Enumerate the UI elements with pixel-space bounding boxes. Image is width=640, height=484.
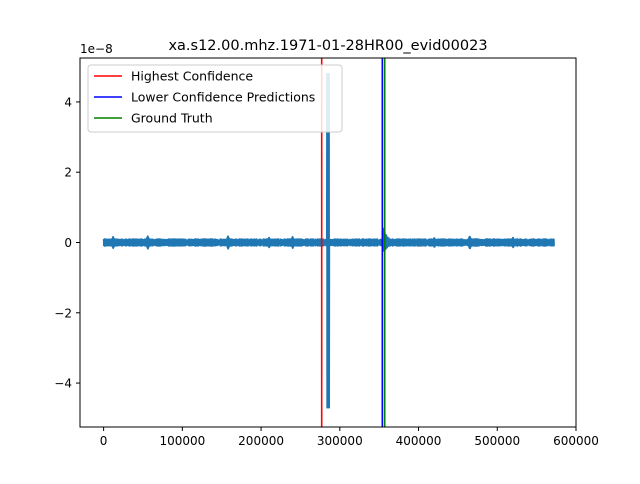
y-tick-label: 0 (64, 236, 72, 250)
x-tick-label: 600000 (553, 434, 599, 448)
x-tick-label: 400000 (396, 434, 442, 448)
y-offset-label: 1e−8 (80, 42, 113, 56)
y-tick-label: −2 (54, 306, 72, 320)
legend-box (87, 64, 343, 133)
waveform-series (102, 73, 555, 409)
legend-label: Lower Confidence Predictions (131, 90, 315, 105)
y-tick-label: −4 (54, 377, 72, 391)
x-tick-label: 200000 (238, 434, 284, 448)
waveform-line (102, 73, 555, 409)
legend-label: Ground Truth (131, 111, 213, 126)
legend: Highest Confidence Lower Confidence Predi… (87, 64, 343, 133)
x-tick-label: 500000 (474, 434, 520, 448)
x-tick-label: 300000 (317, 434, 363, 448)
y-tick-label: 4 (64, 95, 72, 109)
legend-label: Highest Confidence (131, 69, 253, 84)
x-tick-label: 0 (100, 434, 108, 448)
y-tick-label: 2 (64, 166, 72, 180)
chart-title: xa.s12.00.mhz.1971-01-28HR00_evid00023 (168, 38, 487, 54)
axes: 0 100000 200000 300000 400000 500000 600000 −4 −… (54, 57, 599, 448)
x-tick-label: 100000 (159, 434, 205, 448)
